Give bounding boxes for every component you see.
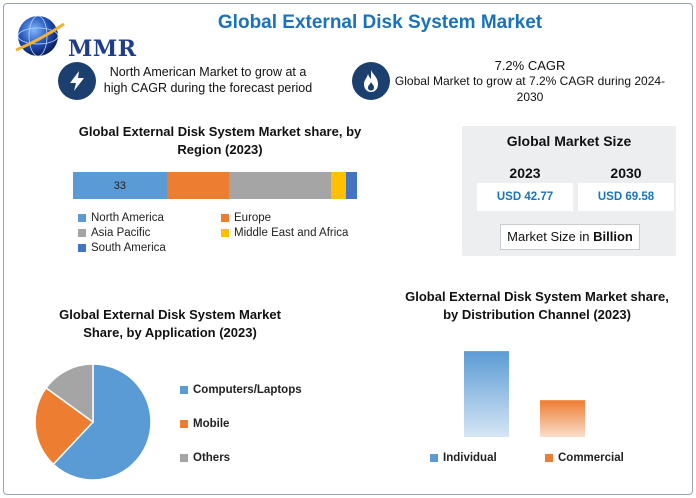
region-legend-item-south-america: South America [78,242,166,254]
highlight-text-north-america: North American Market to grow at a high … [103,65,313,95]
legend-swatch [430,454,438,462]
distribution-bar-chart [464,351,585,437]
region-bar-data-label: 33 [113,179,126,192]
highlight-text-global: Global Market to grow at 7.2% CAGR durin… [394,74,666,104]
region-legend-item-europe: Europe [221,212,271,224]
highlight-cagr-headline: 7.2% CAGR [494,58,566,73]
application-legend-item-computers-laptops: Computers/Laptops [180,384,302,396]
legend-swatch [545,454,553,462]
distribution-bar-commercial [540,400,585,437]
distribution-chart-title: Global External Disk System Market share… [405,289,669,322]
market-size-year-2030: 2030 [610,165,642,181]
distribution-legend-item-commercial: Commercial [545,452,624,464]
pie-slice-mobile [34,386,95,466]
application-pie-chart [34,363,152,481]
infographic-frame [3,3,693,495]
region-legend-item-asia-pacific: Asia Pacific [78,227,150,239]
distribution-legend-item-individual: Individual [430,452,497,464]
region-legend-item-north-america: North America [78,212,164,224]
legend-swatch [180,386,188,394]
legend-label: Europe [234,212,272,224]
region-bar-segment-asia-pacific [229,172,332,199]
legend-swatch [221,214,229,222]
legend-label: Mobile [193,418,230,430]
application-legend-item-mobile: Mobile [180,418,229,430]
legend-label: Individual [443,452,497,464]
market-size-unit: Market Size in Billion [500,224,640,250]
distribution-legend: Individual Commercial [430,452,660,468]
legend-swatch [180,454,188,462]
region-bar-segment-middle-east-and-africa [331,172,346,199]
globe-logo-icon [15,15,65,57]
legend-label: South America [91,242,166,254]
region-legend: North America Europe Asia Pacific Middle Ea… [78,212,378,260]
distribution-bar-individual [464,351,509,437]
pie-slice-computers-laptops [52,363,152,481]
region-legend-item-middle-east-and-africa: Middle East and Africa [221,227,348,239]
flame-icon [352,62,390,100]
market-size-year-2023: 2023 [509,165,541,181]
market-size-value-2030: USD 69.58 [578,183,674,211]
legend-swatch [180,420,188,428]
region-stacked-bar: 33 [73,172,357,199]
logo-text: MMR [68,36,137,62]
legend-label: Middle East and Africa [234,227,349,239]
application-legend-item-others: Others [180,452,230,464]
region-bar-segment-north-america: 33 [73,172,167,199]
page-title: Global External Disk System Market [217,12,543,33]
legend-label: Others [193,452,231,464]
legend-swatch [78,229,86,237]
legend-swatch [78,244,86,252]
market-size-unit-prefix: Market Size in [507,229,594,244]
market-size-title: Global Market Size [506,133,632,149]
market-size-value-2023: USD 42.77 [477,183,573,211]
application-legend: Computers/Laptops Mobile Others [180,384,340,474]
lightning-icon [58,62,96,100]
region-bar-segment-europe [166,172,230,199]
legend-swatch [78,214,86,222]
legend-label: Commercial [558,452,624,464]
region-bar-segment-south-america [345,172,357,199]
pie-slice-others [45,363,94,424]
legend-swatch [221,229,229,237]
market-size-unit-emphasis: Billion [593,229,633,244]
legend-label: North America [91,212,164,224]
legend-label: Asia Pacific [91,227,151,239]
legend-label: Computers/Laptops [193,384,302,396]
application-chart-title: Global External Disk System Market Share… [59,307,281,340]
region-chart-title: Global External Disk System Market share… [78,124,362,157]
